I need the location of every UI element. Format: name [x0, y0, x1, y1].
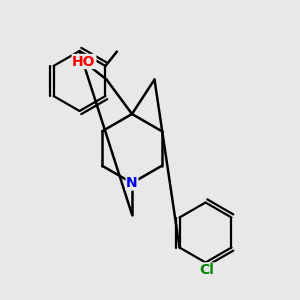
Text: N: N: [126, 176, 138, 190]
Text: HO: HO: [72, 55, 96, 68]
Text: Cl: Cl: [200, 263, 214, 277]
